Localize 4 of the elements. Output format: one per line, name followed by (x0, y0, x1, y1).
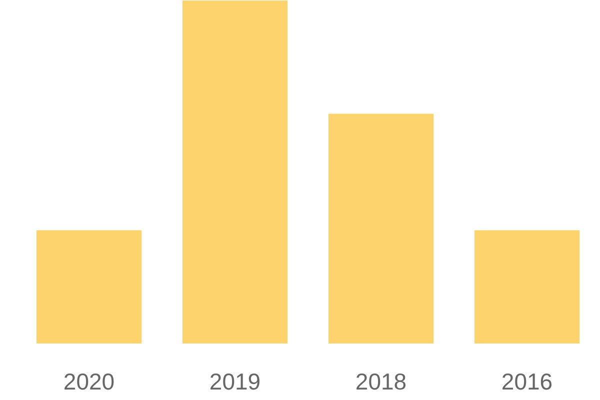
x-tick-label: 2018 (355, 368, 407, 394)
x-tick-label: 2020 (63, 368, 115, 394)
x-tick-label: 2019 (209, 368, 261, 394)
x-tick-label: 2016 (501, 368, 553, 394)
